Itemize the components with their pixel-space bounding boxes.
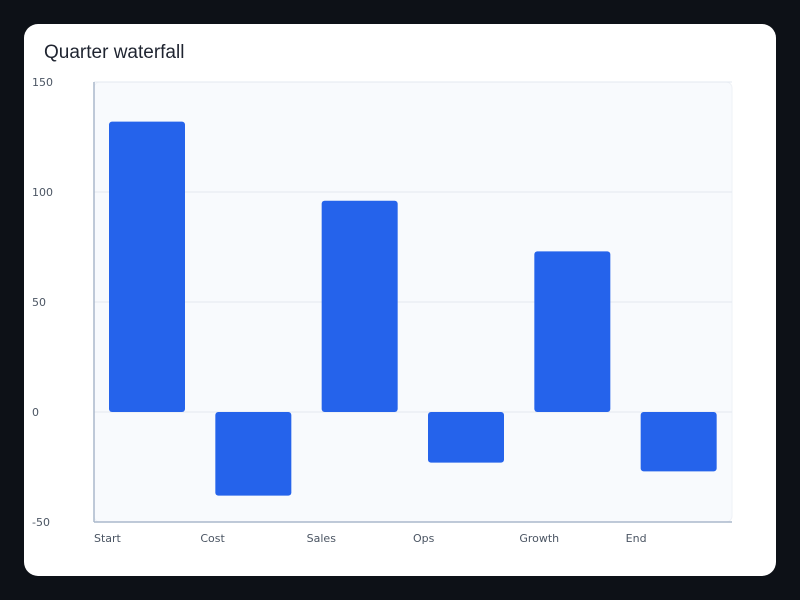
y-tick-label: -50 <box>32 516 50 529</box>
bar-end <box>640 412 717 472</box>
chart-card: Quarter waterfall 150 100 50 0 -50 Start Cost… <box>24 24 776 576</box>
y-tick-label: 0 <box>32 406 39 419</box>
x-tick-label: Growth <box>519 532 559 545</box>
bar-sales <box>321 200 398 412</box>
bar-growth <box>534 251 611 412</box>
waterfall-chart: 150 100 50 0 -50 Start Cost Sales Ops Growth End <box>32 76 733 545</box>
x-tick-label: Start <box>94 532 122 545</box>
x-tick-label: End <box>626 532 647 545</box>
gridlines <box>94 81 732 413</box>
y-tick-label: 50 <box>32 296 46 309</box>
y-tick-label: 100 <box>32 186 53 199</box>
x-tick-label: Sales <box>307 532 337 545</box>
x-tick-label: Ops <box>413 532 435 545</box>
bars <box>109 121 717 496</box>
bar-cost <box>215 412 292 496</box>
chart-title: Quarter waterfall <box>44 42 185 63</box>
bar-start <box>109 121 185 412</box>
x-tick-label: Cost <box>200 532 225 545</box>
bar-ops <box>428 412 504 463</box>
y-tick-labels: 150 100 50 0 -50 <box>32 76 53 529</box>
x-tick-labels: Start Cost Sales Ops Growth End <box>94 532 647 545</box>
y-tick-label: 150 <box>32 76 53 89</box>
